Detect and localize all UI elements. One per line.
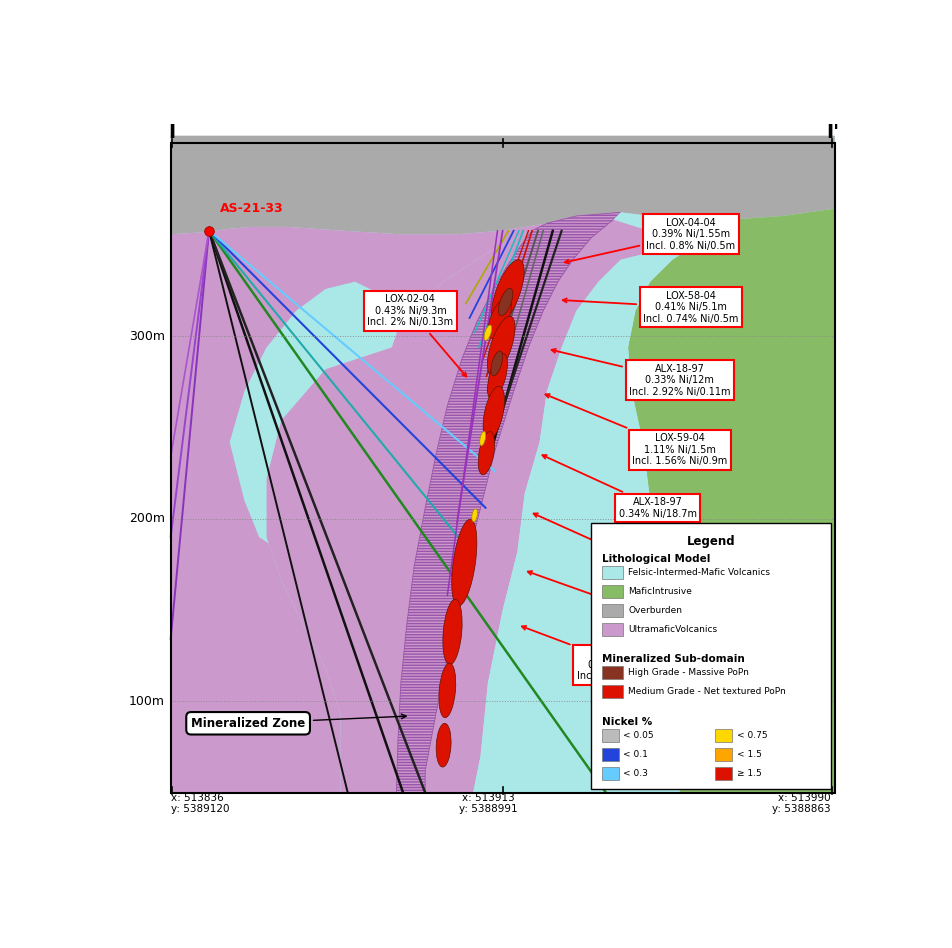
Polygon shape	[229, 282, 400, 552]
FancyBboxPatch shape	[603, 566, 623, 578]
Text: x: 513913
y: 5388991: x: 513913 y: 5388991	[459, 793, 517, 814]
Text: ALX-34-98
0.68% Ni/6.5m
Incl. 2.65% Ni/0.7m: ALX-34-98 0.68% Ni/6.5m Incl. 2.65% Ni/0…	[522, 626, 672, 682]
Text: 200m: 200m	[129, 512, 165, 525]
Polygon shape	[170, 216, 577, 793]
Text: Medium Grade - Net textured PoPn: Medium Grade - Net textured PoPn	[628, 686, 785, 696]
Text: ALX-18-97
0.33% Ni/12m
Incl. 2.92% Ni/0.11m: ALX-18-97 0.33% Ni/12m Incl. 2.92% Ni/0.…	[551, 349, 730, 397]
Ellipse shape	[485, 325, 491, 340]
FancyBboxPatch shape	[603, 623, 623, 636]
Text: AS-21-33
0.63% Ni/3.6m
Incl. 0.9% Ni/1.3m: AS-21-33 0.63% Ni/3.6m Incl. 0.9% Ni/1.3…	[527, 571, 691, 630]
Polygon shape	[170, 136, 835, 793]
FancyBboxPatch shape	[603, 767, 619, 780]
Ellipse shape	[451, 520, 477, 606]
Text: LOX-02-04
0.43% Ni/9.3m
Incl. 2% Ni/0.13m: LOX-02-04 0.43% Ni/9.3m Incl. 2% Ni/0.13…	[367, 294, 466, 376]
Ellipse shape	[487, 317, 515, 375]
Text: Mineralized Sub-domain: Mineralized Sub-domain	[603, 654, 745, 664]
Text: Felsic-Intermed-Mafic Volcanics: Felsic-Intermed-Mafic Volcanics	[628, 568, 770, 576]
Ellipse shape	[443, 599, 462, 665]
FancyBboxPatch shape	[603, 729, 619, 742]
Text: < 0.1: < 0.1	[623, 750, 647, 759]
Ellipse shape	[472, 509, 477, 521]
Polygon shape	[628, 209, 835, 793]
Text: 300m: 300m	[129, 330, 165, 343]
Text: < 0.3: < 0.3	[623, 769, 647, 778]
Polygon shape	[267, 212, 731, 793]
FancyBboxPatch shape	[603, 585, 623, 598]
Ellipse shape	[483, 386, 505, 440]
FancyBboxPatch shape	[715, 748, 732, 761]
Text: < 0.75: < 0.75	[737, 731, 767, 740]
Ellipse shape	[498, 288, 513, 316]
FancyBboxPatch shape	[603, 665, 623, 679]
Polygon shape	[170, 136, 835, 234]
Text: I: I	[169, 122, 176, 141]
Ellipse shape	[491, 351, 503, 375]
Text: I': I'	[826, 122, 839, 141]
Text: AS-21-33: AS-21-33	[220, 202, 284, 215]
Text: x: 513990
y: 5388863: x: 513990 y: 5388863	[772, 793, 831, 814]
FancyBboxPatch shape	[603, 604, 623, 617]
Text: MaficIntrusive: MaficIntrusive	[628, 587, 692, 595]
Ellipse shape	[436, 723, 451, 767]
Text: x: 513836
y: 5389120: x: 513836 y: 5389120	[170, 793, 229, 814]
Text: ≥ 1.5: ≥ 1.5	[737, 769, 762, 778]
Text: Lithological Model: Lithological Model	[603, 554, 710, 564]
Text: ALX-18-97
0.34% Ni/18.7m: ALX-18-97 0.34% Ni/18.7m	[543, 455, 697, 519]
Text: Overburden: Overburden	[628, 606, 682, 614]
FancyBboxPatch shape	[603, 684, 623, 698]
Text: UltramaficVolcanics: UltramaficVolcanics	[628, 625, 717, 633]
Text: Mineralized Zone: Mineralized Zone	[191, 714, 407, 730]
FancyBboxPatch shape	[715, 729, 732, 742]
Ellipse shape	[439, 664, 456, 718]
Ellipse shape	[488, 298, 511, 338]
Ellipse shape	[487, 354, 507, 399]
FancyBboxPatch shape	[591, 522, 831, 789]
Text: LOX-59-04
1.11% Ni/1.5m
Incl. 1.56% Ni/0.9m: LOX-59-04 1.11% Ni/1.5m Incl. 1.56% Ni/0…	[545, 394, 727, 466]
Polygon shape	[473, 212, 724, 793]
Text: 100m: 100m	[129, 695, 165, 708]
Ellipse shape	[491, 260, 525, 325]
Polygon shape	[396, 212, 621, 793]
Ellipse shape	[480, 431, 486, 446]
Text: < 1.5: < 1.5	[737, 750, 762, 759]
Text: ALX-11-13
0.49% Ni/5.5m
Incl. 0.98% Ni/1m: ALX-11-13 0.49% Ni/5.5m Incl. 0.98% Ni/1…	[533, 514, 685, 579]
Text: High Grade - Massive PoPn: High Grade - Massive PoPn	[628, 667, 749, 677]
Text: Nickel %: Nickel %	[603, 718, 652, 727]
Text: Legend: Legend	[686, 535, 735, 548]
FancyBboxPatch shape	[603, 748, 619, 761]
Text: LOX-58-04
0.41% Ni/5.1m
Incl. 0.74% Ni/0.5m: LOX-58-04 0.41% Ni/5.1m Incl. 0.74% Ni/0…	[563, 291, 739, 324]
Text: < 0.05: < 0.05	[623, 731, 653, 740]
Ellipse shape	[478, 431, 495, 475]
Text: LOX-04-04
0.39% Ni/1.55m
Incl. 0.8% Ni/0.5m: LOX-04-04 0.39% Ni/1.55m Incl. 0.8% Ni/0…	[565, 218, 735, 264]
Bar	[170, 143, 835, 793]
FancyBboxPatch shape	[715, 767, 732, 780]
